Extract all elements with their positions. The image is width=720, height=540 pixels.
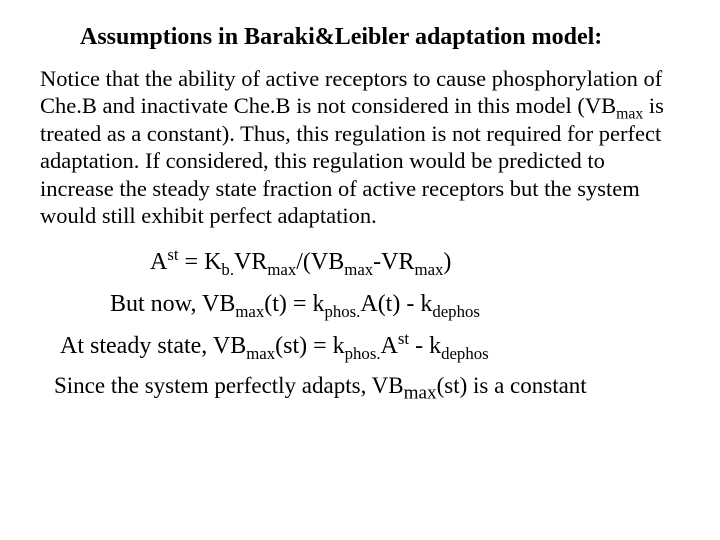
eq2-sub-max: max bbox=[235, 302, 264, 321]
eq1-t3: VR bbox=[234, 249, 267, 275]
eq3-sub-dephos: dephos bbox=[441, 344, 489, 363]
eq1-sub-b: b. bbox=[221, 259, 234, 278]
eq1-t4: /(VB bbox=[296, 249, 344, 275]
eq2-sub-phos: phos. bbox=[324, 302, 360, 321]
eq1-A: A bbox=[150, 249, 167, 275]
eq1-sub-max1: max bbox=[267, 259, 296, 278]
eq3-t2: (st) = k bbox=[275, 333, 345, 359]
slide-root: Assumptions in Baraki&Leibler adaptation… bbox=[0, 0, 720, 540]
eq3-sub-max: max bbox=[246, 344, 275, 363]
closing-line: Since the system perfectly adapts, VBmax… bbox=[40, 373, 680, 405]
eq2-sub-dephos: dephos bbox=[432, 302, 480, 321]
eq2-t2: (t) = k bbox=[264, 291, 324, 317]
closing-sub-max: max bbox=[404, 382, 437, 403]
slide-title: Assumptions in Baraki&Leibler adaptation… bbox=[80, 24, 680, 51]
closing-a: Since the system perfectly adapts, VB bbox=[54, 373, 404, 398]
eq2-t3: A(t) - k bbox=[360, 291, 432, 317]
eq3-t4: - k bbox=[409, 333, 441, 359]
equation-3: At steady state, VBmax(st) = kphos.Ast -… bbox=[40, 330, 680, 362]
equation-2: But now, VBmax(t) = kphos.A(t) - kdephos bbox=[40, 288, 680, 320]
eq1-t5: -VR bbox=[373, 249, 414, 275]
eq1-sub-max3: max bbox=[415, 259, 444, 278]
closing-b: (st) is a constant bbox=[437, 373, 587, 398]
eq1-t6: ) bbox=[443, 249, 451, 275]
eq3-sub-phos: phos. bbox=[345, 344, 381, 363]
body-paragraph: Notice that the ability of active recept… bbox=[40, 65, 680, 230]
body-part-a: Notice that the ability of active recept… bbox=[40, 66, 662, 118]
eq3-t3: A bbox=[381, 333, 398, 359]
eq3-lead: At steady state, VB bbox=[60, 333, 246, 359]
eq1-t2: = K bbox=[179, 249, 222, 275]
eq2-lead: But now, VB bbox=[110, 291, 235, 317]
equation-1: Ast = Kb.VRmax/(VBmax-VRmax) bbox=[40, 246, 680, 278]
eq1-sup-st: st bbox=[167, 245, 178, 264]
eq3-sup-st: st bbox=[398, 329, 409, 348]
eq1-sub-max2: max bbox=[344, 259, 373, 278]
